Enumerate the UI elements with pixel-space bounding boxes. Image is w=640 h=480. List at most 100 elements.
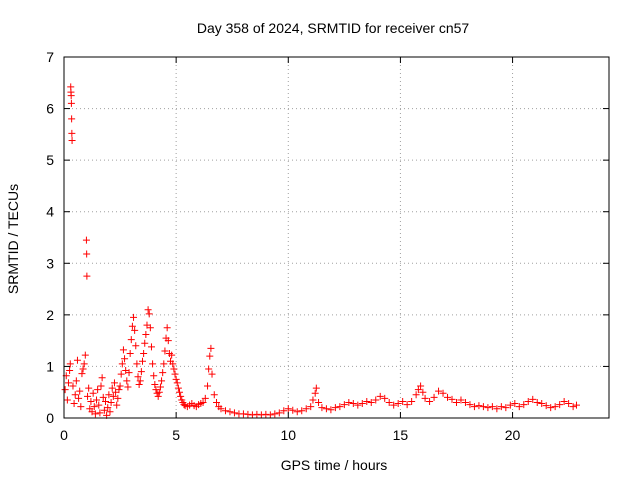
- data-point: [170, 365, 178, 373]
- data-point: [204, 382, 212, 390]
- data-point: [163, 324, 171, 332]
- data-point: [114, 394, 122, 402]
- data-point: [128, 322, 136, 330]
- data-point: [444, 393, 452, 401]
- data-point: [421, 394, 429, 402]
- data-point: [457, 396, 465, 404]
- data-point: [95, 401, 103, 409]
- data-point: [118, 360, 126, 368]
- data-point: [66, 367, 74, 375]
- data-point: [156, 383, 164, 391]
- data-point: [140, 350, 148, 358]
- data-point: [67, 92, 75, 100]
- data-point: [381, 394, 389, 402]
- data-point: [158, 377, 166, 385]
- data-point: [520, 401, 528, 409]
- data-point: [73, 356, 81, 364]
- data-point: [85, 384, 93, 392]
- data-point: [493, 405, 501, 413]
- data-points: [61, 83, 580, 419]
- data-point: [91, 410, 99, 418]
- data-point: [137, 368, 145, 376]
- data-point: [506, 401, 514, 409]
- data-point: [390, 401, 398, 409]
- data-point: [127, 336, 135, 344]
- data-point: [466, 401, 474, 409]
- data-point: [208, 370, 216, 378]
- data-point: [115, 386, 123, 394]
- data-point: [289, 406, 297, 414]
- data-point: [160, 360, 168, 368]
- data-point: [134, 373, 142, 381]
- data-point: [144, 306, 152, 314]
- data-point: [81, 351, 89, 359]
- data-point: [484, 404, 492, 412]
- data-point: [302, 405, 310, 413]
- data-point: [130, 313, 138, 321]
- data-point: [125, 369, 133, 377]
- data-point: [83, 250, 91, 258]
- data-point: [78, 370, 86, 378]
- data-point: [70, 400, 78, 408]
- data-point: [363, 397, 371, 405]
- data-point: [311, 389, 319, 397]
- data-point: [257, 411, 265, 419]
- data-point: [177, 392, 185, 400]
- plot-frame: [63, 56, 610, 419]
- data-point: [61, 386, 69, 394]
- data-point: [239, 410, 247, 418]
- data-point: [327, 406, 335, 414]
- data-point: [176, 388, 184, 396]
- data-point: [168, 351, 176, 359]
- data-point: [161, 347, 169, 355]
- data-point: [96, 409, 104, 417]
- data-point: [90, 403, 98, 411]
- data-point: [322, 405, 330, 413]
- data-point: [315, 399, 323, 407]
- data-point: [138, 357, 146, 365]
- data-point: [141, 339, 149, 347]
- data-point: [132, 342, 140, 350]
- data-point: [298, 407, 306, 415]
- y-tick-label: 6: [46, 101, 54, 117]
- data-point: [154, 392, 162, 400]
- data-point: [84, 392, 92, 400]
- data-point: [340, 401, 348, 409]
- data-point: [76, 387, 84, 395]
- data-point: [164, 337, 172, 345]
- data-point: [230, 409, 238, 417]
- data-point: [394, 400, 402, 408]
- data-point: [515, 403, 523, 411]
- data-point: [572, 401, 580, 409]
- data-point: [72, 377, 80, 385]
- data-point: [556, 401, 564, 409]
- data-point: [248, 411, 256, 419]
- data-point: [101, 397, 109, 405]
- axis-ticks: 0 5 10 15 20 0 1 2 3 4 5 6 7: [46, 49, 609, 443]
- x-tick-label: 15: [393, 427, 409, 443]
- data-point: [217, 405, 225, 413]
- data-point: [113, 401, 121, 409]
- y-tick-label: 7: [46, 49, 54, 65]
- data-point: [77, 403, 85, 411]
- data-point: [488, 403, 496, 411]
- data-point: [538, 400, 546, 408]
- data-point: [271, 410, 279, 418]
- data-point: [67, 99, 75, 107]
- data-point: [266, 411, 274, 419]
- data-point: [309, 396, 317, 404]
- data-point: [367, 399, 375, 407]
- data-point: [133, 360, 141, 368]
- y-tick-label: 3: [46, 255, 54, 271]
- data-point: [110, 379, 118, 387]
- data-point: [479, 403, 487, 411]
- data-point: [98, 374, 106, 382]
- data-point: [146, 324, 154, 332]
- data-point: [79, 365, 87, 373]
- x-tick-label: 10: [280, 427, 296, 443]
- data-point: [210, 391, 218, 399]
- data-point: [435, 387, 443, 395]
- data-point: [123, 377, 131, 385]
- data-point: [99, 393, 107, 401]
- data-point: [414, 386, 422, 394]
